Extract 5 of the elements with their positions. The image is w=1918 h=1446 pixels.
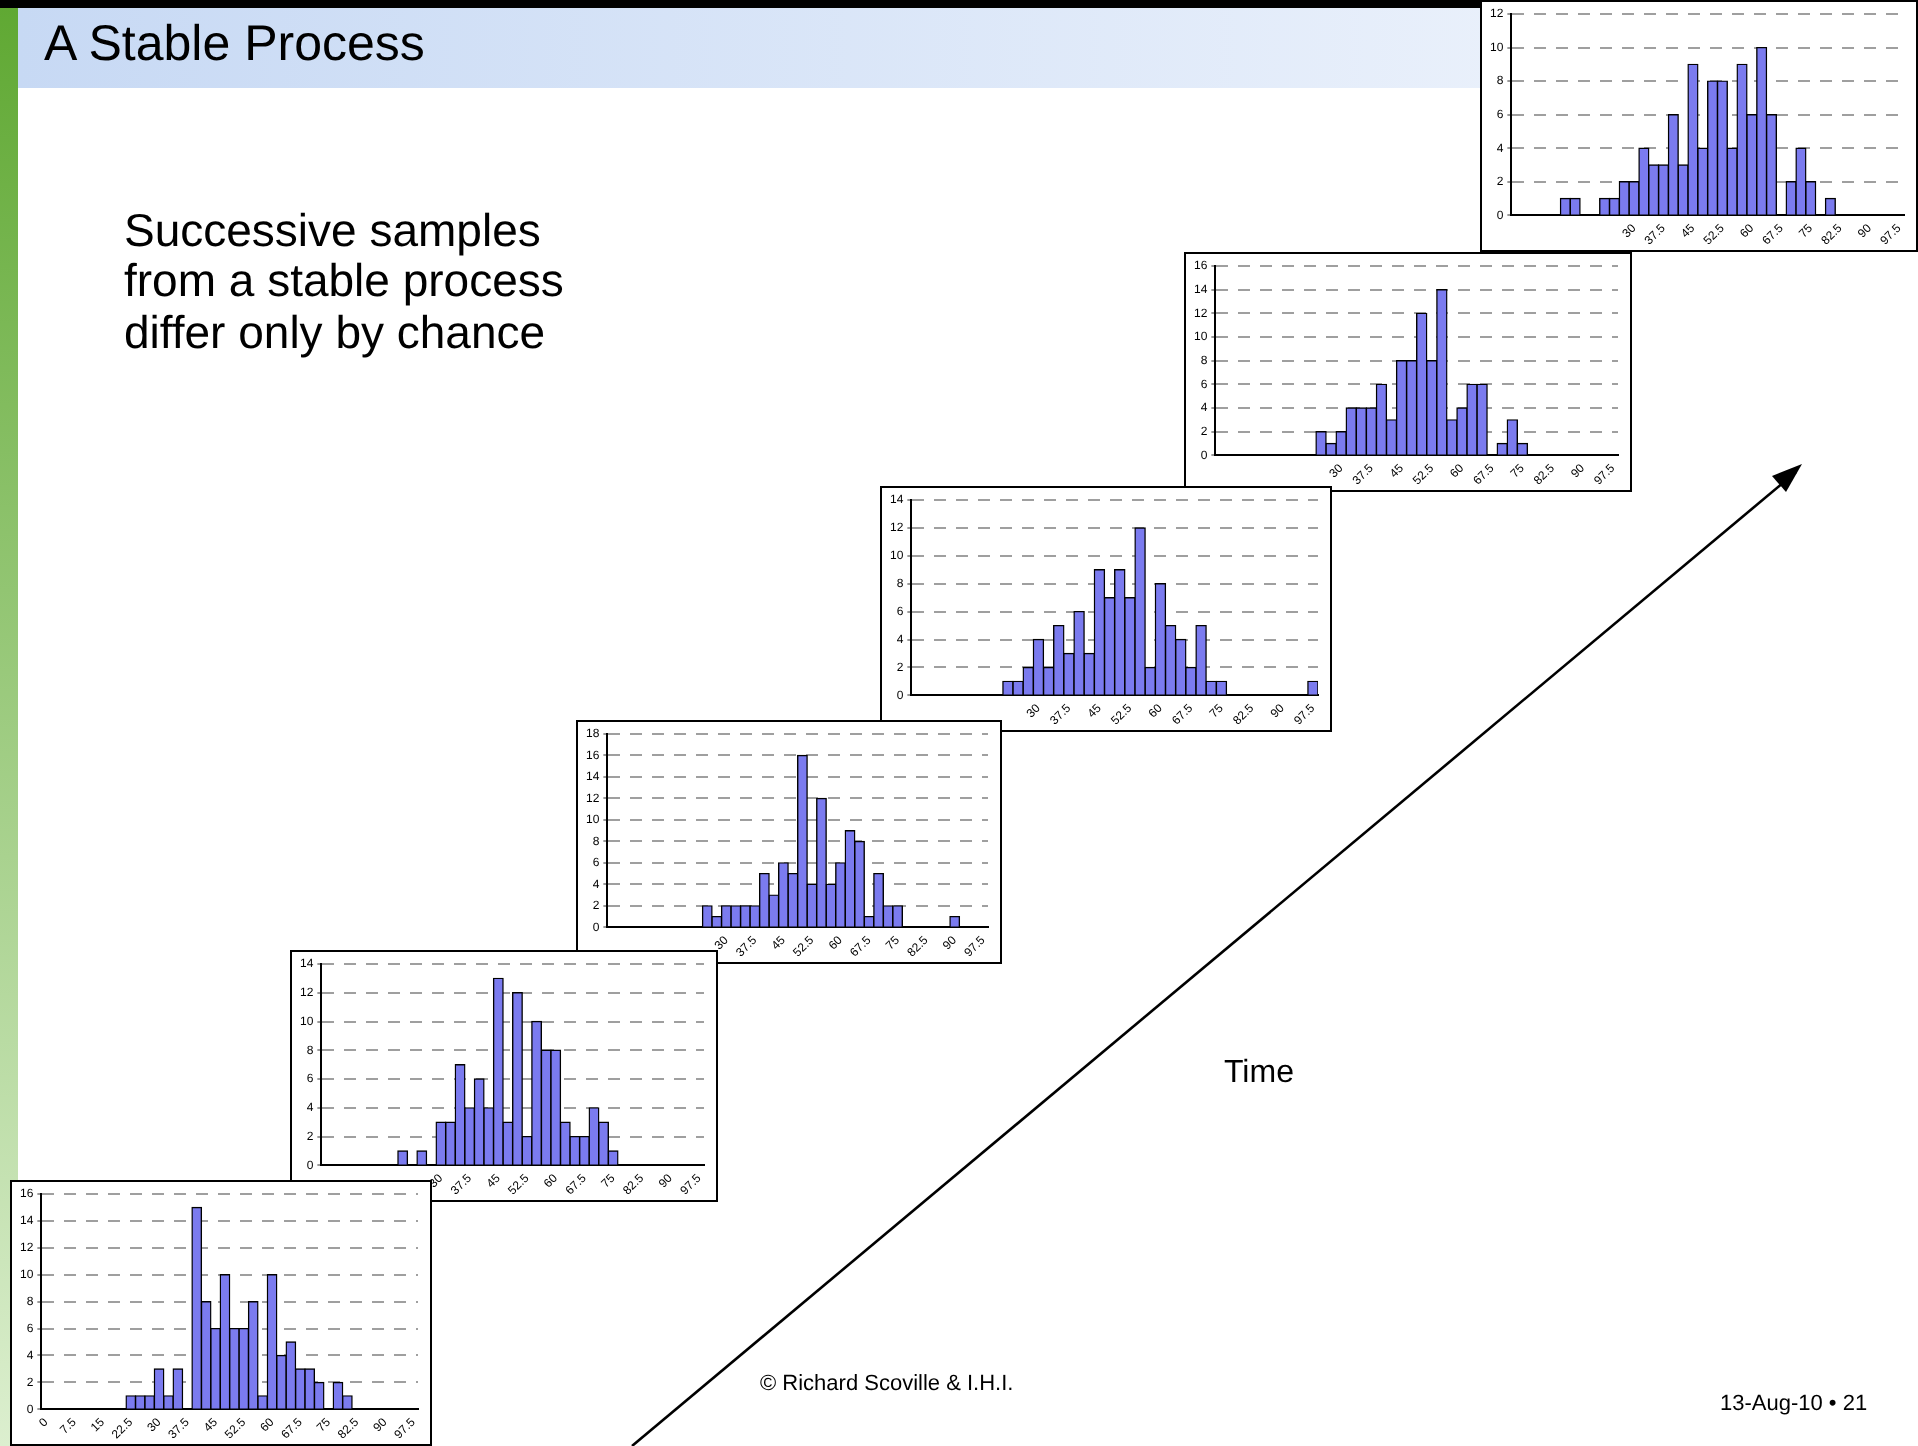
text: A Stable Process xyxy=(44,16,425,74)
text: 13-Aug-10 • 21 xyxy=(1720,1392,1870,1417)
text: Successive samples from a stable process differ only by chance xyxy=(124,204,566,358)
text: © Richard Scoville & I.H.I. xyxy=(760,1372,1016,1397)
text: Time xyxy=(1224,1056,1296,1092)
